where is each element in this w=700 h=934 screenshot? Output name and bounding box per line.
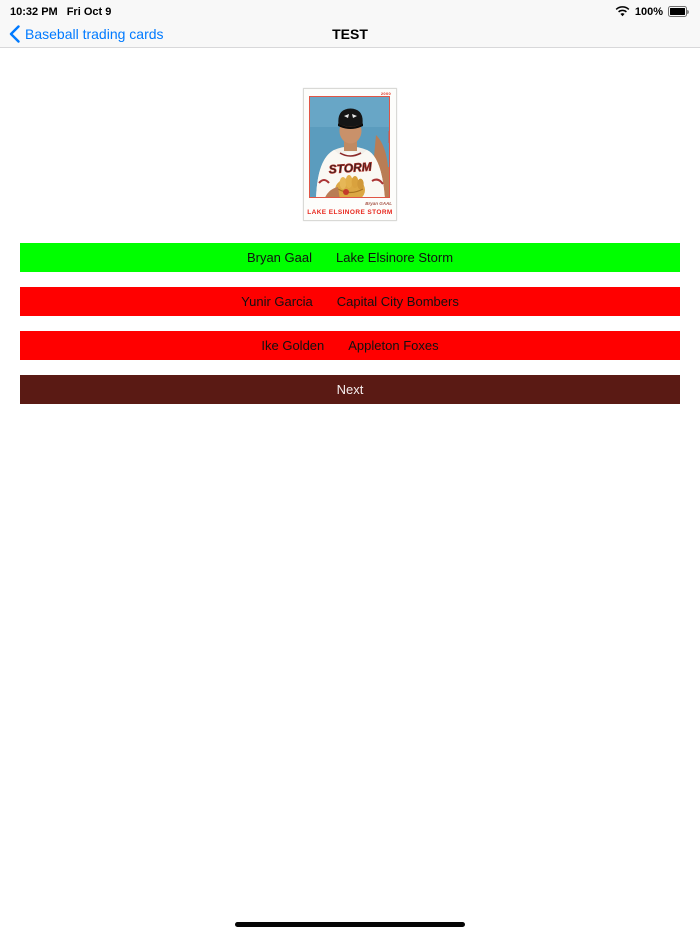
- status-time: 10:32 PM: [10, 5, 58, 18]
- answer-player-name: Ike Golden: [261, 338, 325, 353]
- answer-team-name: Lake Elsinore Storm: [335, 250, 454, 265]
- answer-team-name: Capital City Bombers: [336, 294, 459, 309]
- status-bar: 10:32 PM Fri Oct 9 100%: [0, 0, 700, 21]
- back-button[interactable]: Baseball trading cards: [9, 25, 164, 43]
- card-jersey-text: STORM: [328, 159, 373, 176]
- answer-button-yunir-garcia[interactable]: Yunir Garcia Capital City Bombers: [20, 287, 680, 316]
- answer-player-name: Bryan Gaal: [246, 250, 312, 265]
- next-button[interactable]: Next: [20, 375, 680, 404]
- answer-button-ike-golden[interactable]: Ike Golden Appleton Foxes: [20, 331, 680, 360]
- page-title: TEST: [332, 26, 368, 42]
- battery-fill: [668, 6, 687, 17]
- back-chevron-icon: [9, 25, 20, 43]
- answer-button-bryan-gaal[interactable]: Bryan Gaal Lake Elsinore Storm: [20, 243, 680, 272]
- status-bar-left: 10:32 PM Fri Oct 9: [10, 4, 111, 18]
- navigation-bar: Baseball trading cards TEST: [0, 21, 700, 48]
- status-bar-right: 100%: [615, 4, 690, 18]
- card-photo: STORM: [309, 96, 390, 198]
- answer-player-name: Yunir Garcia: [241, 294, 313, 309]
- card-brand-logo: 2000: [380, 91, 391, 96]
- wifi-icon: [615, 6, 630, 17]
- answer-team-name: Appleton Foxes: [348, 338, 439, 353]
- status-date: Fri Oct 9: [66, 5, 112, 18]
- card-player-name: Bryan GAAL: [365, 201, 392, 206]
- main-content: 2000: [0, 48, 700, 404]
- battery-icon: [668, 6, 690, 17]
- trading-card-image: 2000: [303, 88, 397, 221]
- card-player-illustration: STORM: [310, 97, 389, 197]
- back-button-label: Baseball trading cards: [25, 26, 164, 42]
- answer-list: Bryan Gaal Lake Elsinore Storm Yunir Gar…: [0, 243, 700, 404]
- battery-nub: [687, 9, 689, 14]
- home-indicator[interactable]: [235, 922, 465, 927]
- battery-percent: 100%: [634, 5, 663, 18]
- card-team-banner: LAKE ELSINORE STORM: [307, 209, 393, 216]
